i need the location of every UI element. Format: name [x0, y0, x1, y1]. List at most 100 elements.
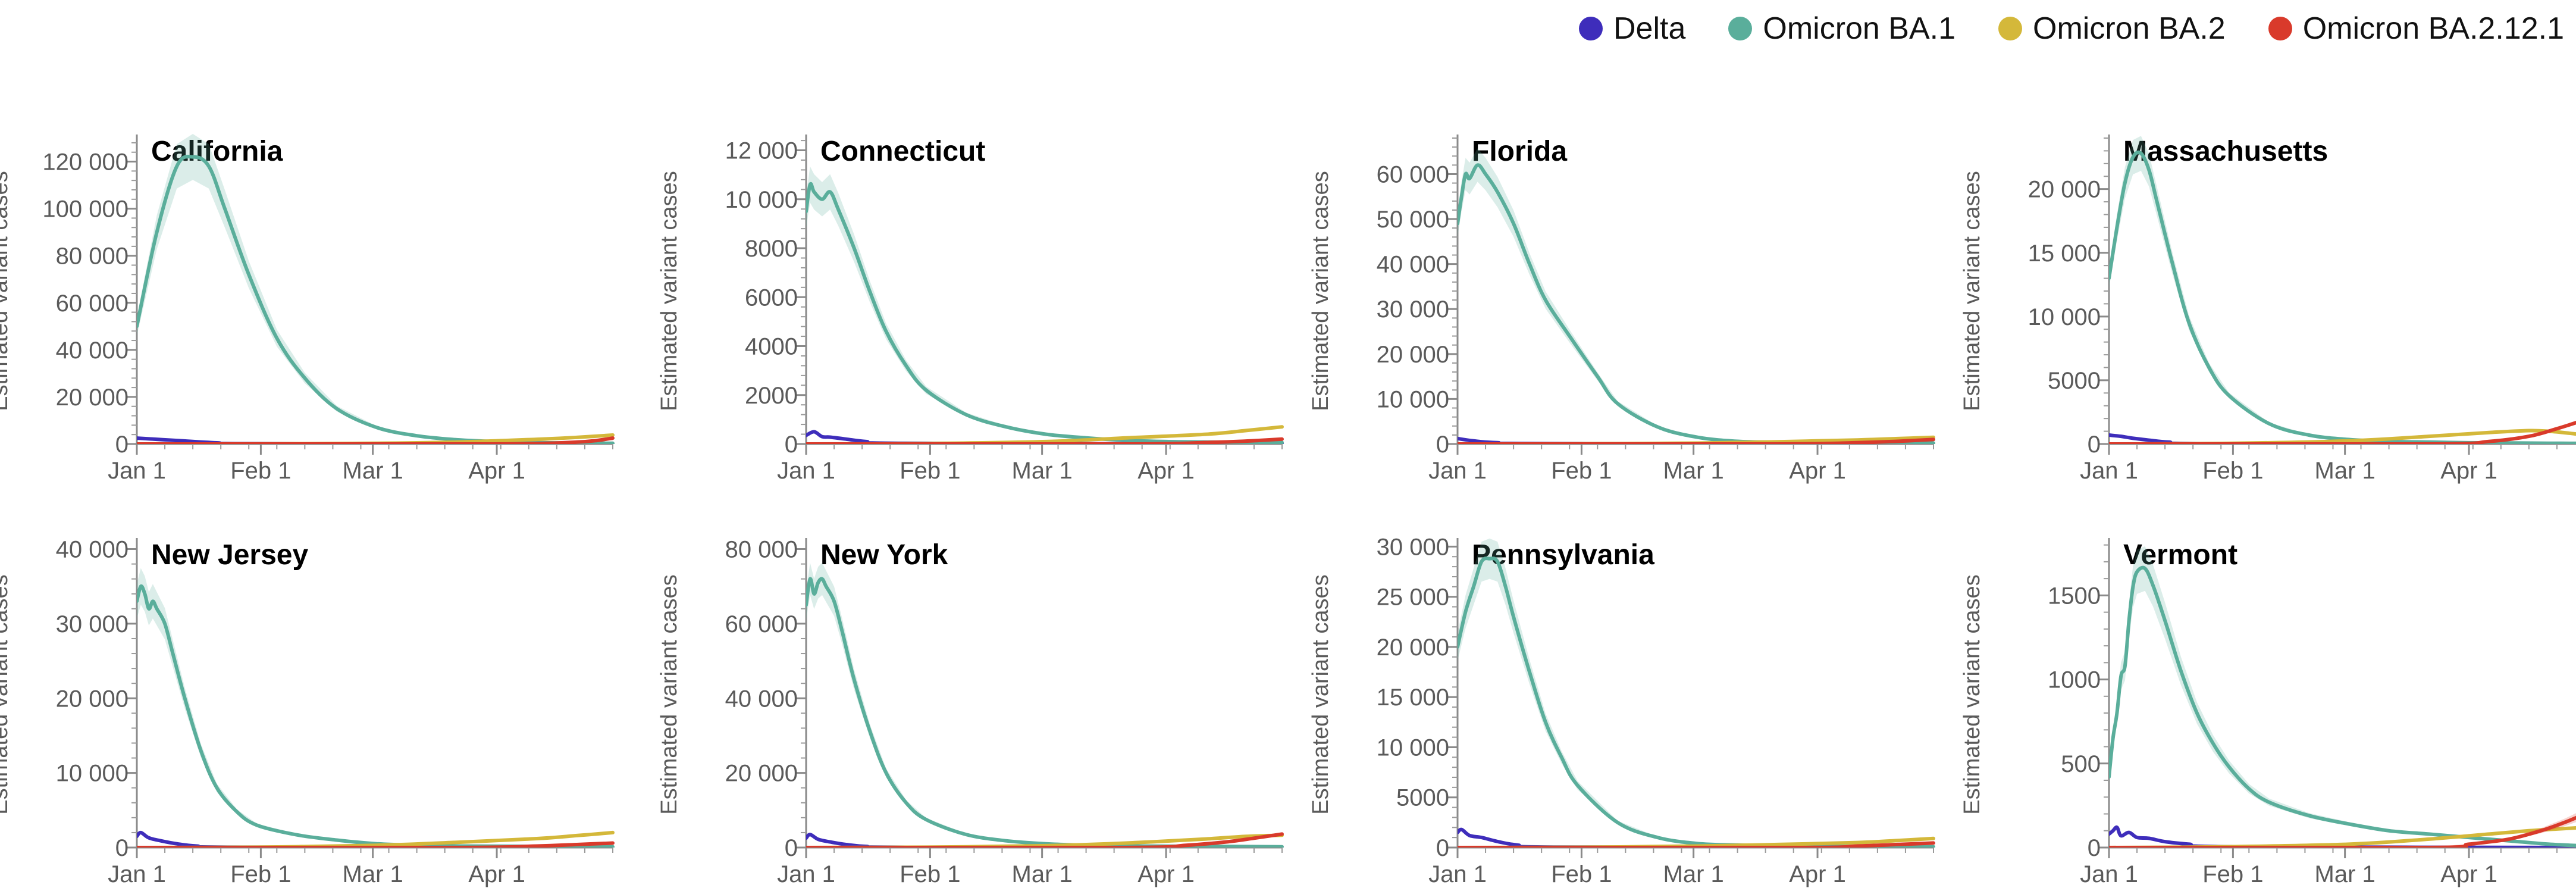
x-tick-label: Mar 1: [2315, 458, 2376, 484]
x-tick-label: Jan 1: [1428, 458, 1487, 484]
series-band-omicron-ba-1: [1458, 148, 1933, 443]
series-line-omicron-ba-2-12-1: [1458, 841, 1935, 848]
y-tick-label: 40 000: [1377, 252, 1449, 278]
y-tick-label: 20 000: [1377, 634, 1449, 661]
x-tick-label: Apr 1: [1789, 458, 1846, 484]
series-line-omicron-ba-1: [806, 577, 1284, 848]
panel-new-jersey: Jan 1 Feb 1 Mar 1 Apr 1 0 10 000 20 000 30 000 4…: [0, 537, 615, 887]
y-tick-label: 40 000: [56, 337, 129, 364]
y-tick-label: 0: [115, 835, 129, 861]
x-tick-label: Apr 1: [1137, 458, 1195, 484]
legend-item: Omicron BA.1: [1728, 11, 1955, 46]
x-tick-label: Mar 1: [343, 861, 403, 887]
x-tick-label: Feb 1: [2202, 861, 2263, 887]
legend-swatch: [1728, 17, 1753, 40]
y-axis-label: Estimated variant cases: [1308, 171, 1333, 411]
x-tick-label: Mar 1: [1012, 861, 1073, 887]
series-line-omicron-ba-1: [806, 182, 1284, 444]
x-tick-label: Mar 1: [1663, 861, 1724, 887]
series-line-omicron-ba-2-12-1: [1458, 437, 1935, 444]
panel-vermont: Jan 1 Feb 1 Mar 1 Apr 1 0 500 1000 1500 Estimate…: [1960, 538, 2576, 887]
legend-label: Omicron BA.2: [2033, 11, 2226, 46]
legend-item: Delta: [1578, 11, 1686, 46]
series-line-omicron-ba-2-12-1: [2109, 815, 2576, 848]
x-tick-label: Apr 1: [2440, 861, 2497, 887]
y-tick-label: 15 000: [1377, 684, 1449, 711]
panel-new-york: Jan 1 Feb 1 Mar 1 Apr 1 0 20 000 40 000 60 000 8…: [657, 537, 1284, 887]
x-tick-label: Feb 1: [2202, 458, 2263, 484]
panel-title: New York: [820, 539, 948, 571]
y-tick-label: 2000: [745, 383, 798, 409]
panel-florida: Jan 1 Feb 1 Mar 1 Apr 1 0 10 000 20 000 30 000 4…: [1308, 135, 1935, 484]
panel-title: Connecticut: [820, 136, 985, 167]
y-tick-label: 80 000: [725, 537, 798, 563]
y-tick-label: 500: [2061, 751, 2101, 777]
series-line-omicron-ba-1: [2109, 565, 2576, 848]
x-tick-label: Apr 1: [1789, 861, 1846, 887]
x-tick-label: Mar 1: [1663, 458, 1724, 484]
y-tick-label: 10 000: [725, 187, 798, 213]
x-tick-label: Feb 1: [230, 458, 291, 484]
x-tick-label: Feb 1: [1551, 861, 1612, 887]
legend-swatch: [1578, 17, 1603, 40]
x-tick-label: Mar 1: [2315, 861, 2376, 887]
y-tick-label: 0: [2088, 835, 2101, 861]
series-band-omicron-ba-1: [137, 134, 613, 443]
series-line-omicron-ba-1: [2109, 150, 2576, 444]
y-tick-label: 30 000: [1377, 296, 1449, 323]
x-tick-label: Jan 1: [777, 458, 835, 484]
y-tick-label: 60 000: [725, 611, 798, 637]
series-band-omicron-ba-1: [806, 166, 1282, 443]
legend-label: Omicron BA.2.12.1: [2302, 11, 2564, 46]
legend-swatch: [1998, 17, 2023, 40]
x-tick-label: Apr 1: [468, 458, 525, 484]
y-tick-label: 0: [2088, 432, 2101, 458]
y-axis-label: Estimated variant cases: [0, 574, 12, 814]
series-line-omicron-ba-2-12-1: [137, 436, 615, 444]
y-tick-label: 30 000: [1377, 534, 1449, 560]
panel-connecticut: Jan 1 Feb 1 Mar 1 Apr 1 0 2000 4000 6000 8000 10 …: [657, 135, 1284, 484]
panel-title: Massachusetts: [2123, 136, 2328, 167]
x-tick-label: Jan 1: [108, 458, 166, 484]
series-band-omicron-ba-1: [137, 568, 613, 847]
x-tick-label: Mar 1: [343, 458, 403, 484]
y-tick-label: 6000: [745, 284, 798, 311]
y-tick-label: 10 000: [2028, 304, 2101, 330]
y-tick-label: 0: [1436, 432, 1449, 458]
x-tick-label: Jan 1: [2080, 458, 2138, 484]
y-axis-label: Estimated variant cases: [1960, 171, 1985, 411]
y-tick-label: 50 000: [1377, 207, 1449, 233]
y-tick-label: 25 000: [1377, 584, 1449, 611]
y-tick-label: 4000: [745, 334, 798, 360]
x-tick-label: Feb 1: [230, 861, 291, 887]
x-tick-label: Feb 1: [900, 861, 960, 887]
y-tick-label: 20 000: [56, 384, 129, 411]
y-axis-label: Estimated variant cases: [1960, 574, 1985, 814]
y-tick-label: 100 000: [42, 196, 129, 223]
y-tick-label: 20 000: [56, 686, 129, 712]
y-tick-label: 15 000: [2028, 240, 2101, 267]
y-axis-label: Estimated variant cases: [0, 171, 12, 411]
y-tick-label: 10 000: [1377, 734, 1449, 761]
y-tick-label: 0: [785, 432, 798, 458]
y-tick-label: 60 000: [56, 290, 129, 317]
legend-label: Delta: [1613, 11, 1686, 46]
panel-title: Vermont: [2123, 539, 2237, 571]
y-tick-label: 40 000: [56, 537, 129, 563]
series-line-omicron-ba-2-12-1: [806, 437, 1284, 444]
y-tick-label: 5000: [2048, 368, 2101, 394]
legend: Delta Omicron BA.1 Omicron BA.2 Omicron BA.…: [1536, 11, 2564, 46]
x-tick-label: Jan 1: [1428, 861, 1487, 887]
y-tick-label: 80 000: [56, 243, 129, 270]
y-tick-label: 0: [1436, 835, 1449, 861]
series-line-omicron-ba-2-12-1: [2109, 421, 2576, 444]
series-line-omicron-ba-1: [137, 584, 615, 848]
y-tick-label: 20 000: [725, 761, 798, 787]
x-tick-label: Apr 1: [2440, 458, 2497, 484]
x-tick-label: Feb 1: [1551, 458, 1612, 484]
x-tick-label: Mar 1: [1012, 458, 1073, 484]
y-tick-label: 5000: [1396, 785, 1449, 811]
panel-massachusetts: Jan 1 Feb 1 Mar 1 Apr 1 0 5000 10 000 15 000 20 …: [1960, 135, 2576, 484]
series-line-omicron-ba-1: [1458, 556, 1935, 848]
